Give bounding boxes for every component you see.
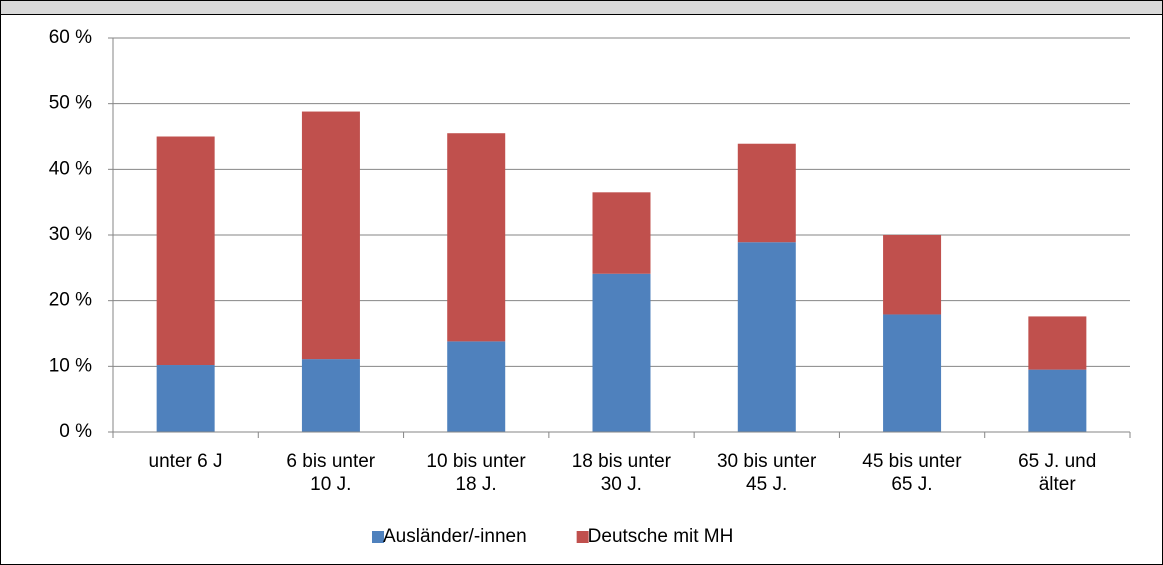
legend-label: Deutsche mit MH — [588, 526, 734, 547]
bar-segment — [156, 365, 215, 432]
x-tick-label: 65 J. und älter — [1018, 451, 1097, 495]
legend-label: Ausländer/-innen — [383, 526, 527, 547]
bar-segment — [447, 133, 506, 342]
bar-segment — [883, 314, 942, 432]
bar-segment — [156, 136, 215, 366]
header-strip — [0, 0, 1163, 15]
y-tick-label: 30 % — [49, 224, 92, 245]
bar-segment — [301, 111, 360, 360]
bar-segment — [883, 235, 942, 315]
y-tick-label: 10 % — [49, 355, 92, 376]
bar-segment — [737, 242, 796, 432]
x-tick-label: 6 bis unter 10 J. — [286, 451, 376, 495]
x-tick-label: 30 bis unter 45 J. — [716, 451, 817, 495]
bar-segment — [301, 359, 360, 432]
bar-segment — [447, 341, 506, 432]
y-tick-label: 20 % — [49, 290, 92, 311]
x-tick-label: unter 6 J — [148, 451, 223, 472]
x-tick-label: 18 bis unter 30 J. — [571, 451, 671, 495]
bar-segment — [737, 143, 796, 243]
bar-segment — [592, 192, 651, 274]
y-tick-label: 0 % — [59, 421, 92, 442]
legend-swatch — [372, 531, 384, 543]
x-tick-label: 45 bis unter 65 J. — [862, 451, 962, 495]
legend-swatch — [576, 531, 589, 543]
x-tick-label: 10 bis unter 18 J. — [426, 451, 526, 495]
y-tick-label: 60 % — [49, 27, 92, 48]
bar-segment — [1028, 316, 1087, 370]
bar-segment — [1028, 369, 1087, 432]
y-tick-label: 50 % — [49, 93, 92, 114]
bar-segment — [592, 273, 651, 432]
y-tick-label: 40 % — [49, 158, 92, 179]
